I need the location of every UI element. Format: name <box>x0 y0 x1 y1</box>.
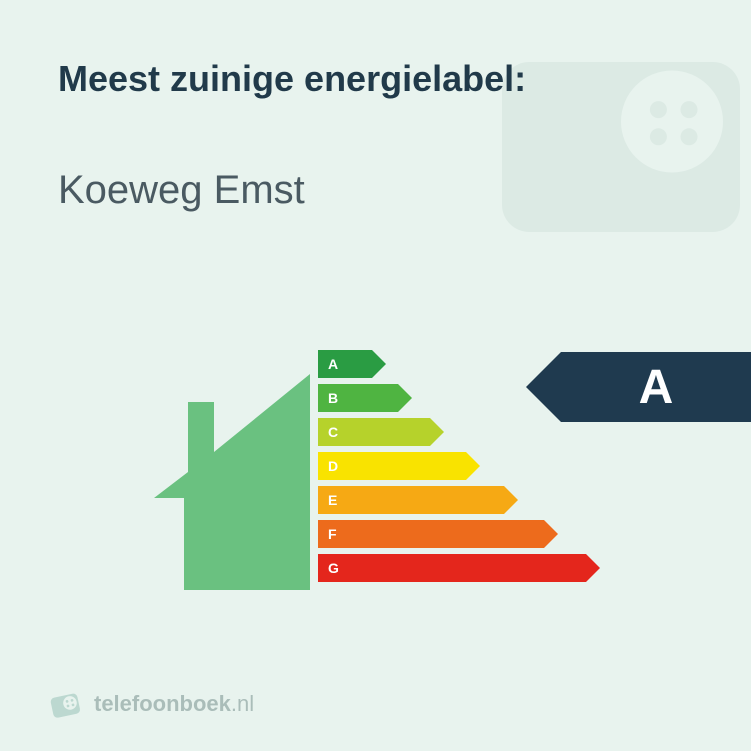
card-title: Meest zuinige energielabel: <box>58 58 526 100</box>
bar-label: A <box>328 356 338 372</box>
footer-brand-rest: .nl <box>231 691 254 716</box>
bar-label: G <box>328 560 339 576</box>
bar-label: C <box>328 424 338 440</box>
footer-logo-icon <box>45 684 85 724</box>
card-subtitle: Koeweg Emst <box>58 168 305 213</box>
footer-text: telefoonboek.nl <box>94 691 254 717</box>
house-icon <box>150 368 310 598</box>
bar-label: E <box>328 492 337 508</box>
bar-label: D <box>328 458 338 474</box>
result-value: A <box>639 360 674 415</box>
footer-brand: telefoonboek.nl <box>48 687 254 721</box>
bar-label: F <box>328 526 337 542</box>
bar-label: B <box>328 390 338 406</box>
watermark-logo <box>451 0 751 300</box>
result-label-tag: A <box>561 352 751 422</box>
footer-brand-bold: telefoonboek <box>94 691 231 716</box>
